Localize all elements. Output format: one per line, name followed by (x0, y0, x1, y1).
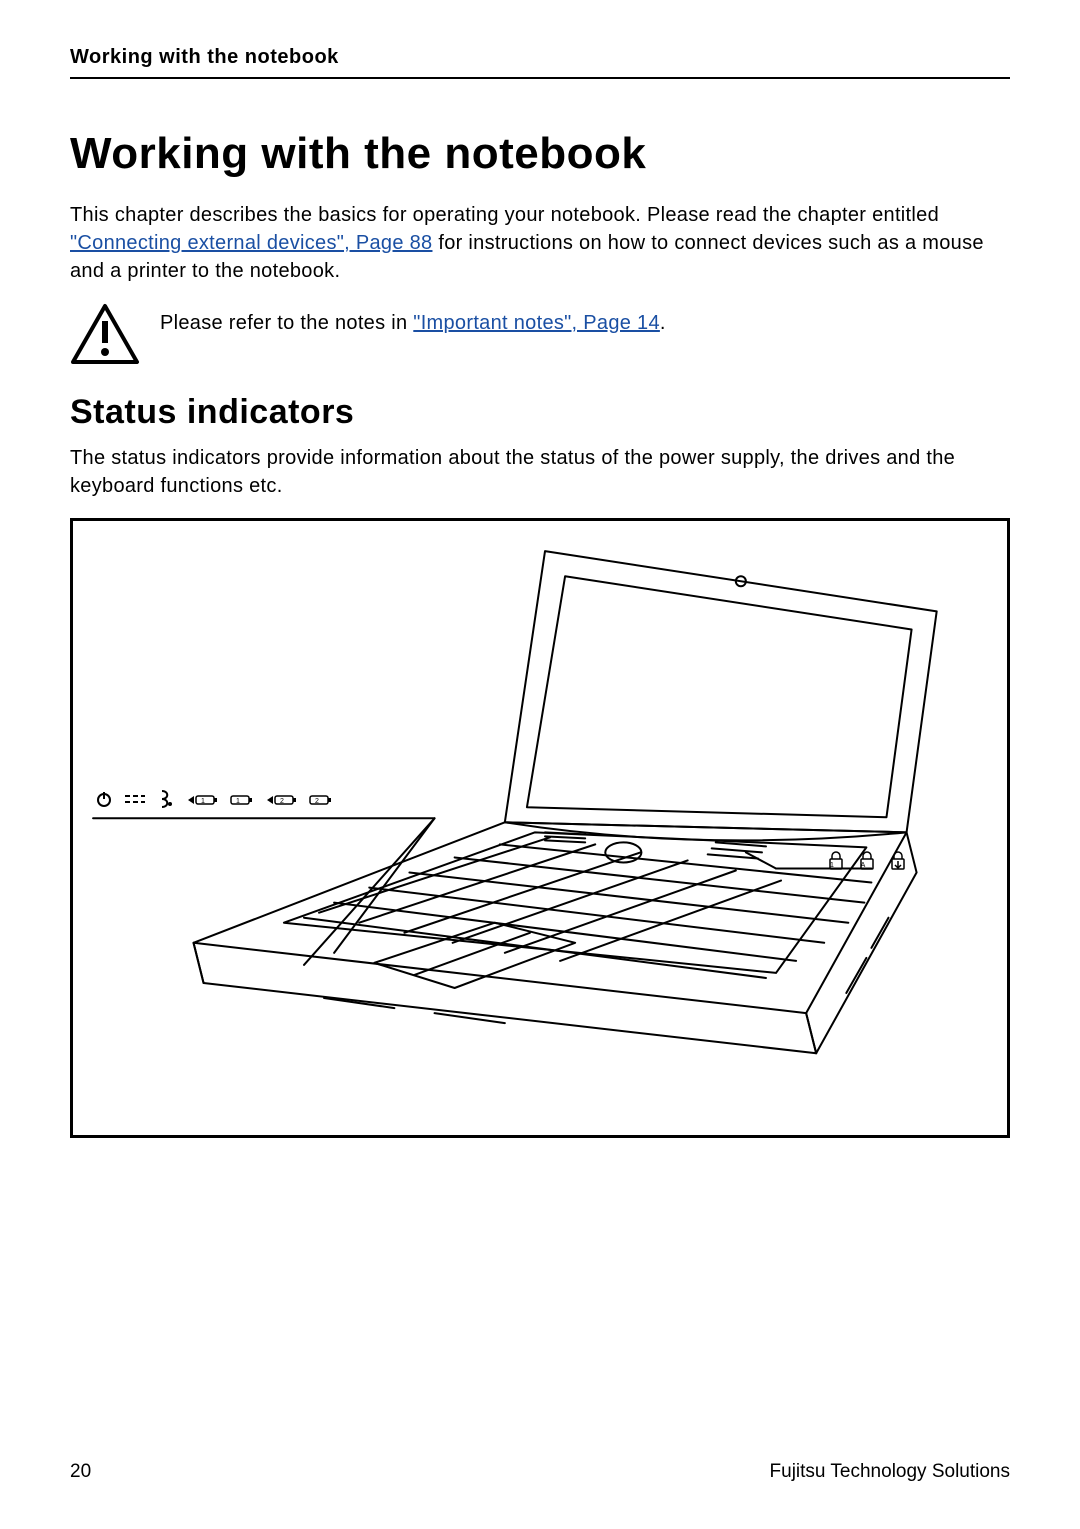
status-indicators-figure: 1 1 2 2 1 A (70, 518, 1010, 1138)
footer-company: Fujitsu Technology Solutions (770, 1461, 1010, 1483)
page-number: 20 (70, 1461, 91, 1483)
link-connecting-external-devices[interactable]: "Connecting external devices", Page 88 (70, 232, 432, 254)
page-title: Working with the notebook (70, 129, 1010, 179)
running-head: Working with the notebook (70, 46, 1010, 69)
svg-text:A: A (861, 862, 874, 869)
battery-1-icon: 1 (229, 791, 255, 814)
svg-text:1: 1 (201, 798, 209, 805)
note-post: . (660, 312, 666, 334)
arrow-battery-1-icon: 1 (186, 791, 220, 814)
indicator-strip-left: 1 1 2 2 (95, 789, 334, 815)
intro-paragraph: This chapter describes the basics for op… (70, 201, 1010, 285)
warning-text: Please refer to the notes in "Important … (160, 303, 666, 337)
warning-icon (70, 303, 140, 365)
svg-text:2: 2 (315, 798, 323, 805)
battery-dashes-icon (123, 790, 147, 814)
scrolllock-lock-icon (889, 855, 907, 875)
warning-note: Please refer to the notes in "Important … (70, 303, 1010, 365)
battery-2-icon: 2 (308, 791, 334, 814)
indicator-strip-right: 1 A (827, 851, 907, 876)
note-pre: Please refer to the notes in (160, 312, 413, 334)
manual-page: Working with the notebook Working with t… (0, 0, 1080, 1529)
numlock-lock-icon: 1 (827, 855, 858, 875)
header-rule (70, 77, 1010, 79)
link-important-notes[interactable]: "Important notes", Page 14 (413, 312, 660, 334)
power-icon (95, 790, 113, 814)
drive-activity-icon (156, 789, 176, 815)
svg-text:1: 1 (236, 798, 244, 805)
arrow-battery-2-icon: 2 (265, 791, 299, 814)
laptop-illustration (73, 521, 1007, 1138)
svg-text:2: 2 (280, 798, 288, 805)
capslock-lock-icon: A (858, 855, 889, 875)
section-body: The status indicators provide informatio… (70, 444, 1010, 500)
section-heading: Status indicators (70, 393, 1010, 432)
intro-pre: This chapter describes the basics for op… (70, 204, 939, 226)
page-footer: 20 Fujitsu Technology Solutions (70, 1461, 1010, 1483)
svg-text:1: 1 (830, 862, 842, 869)
